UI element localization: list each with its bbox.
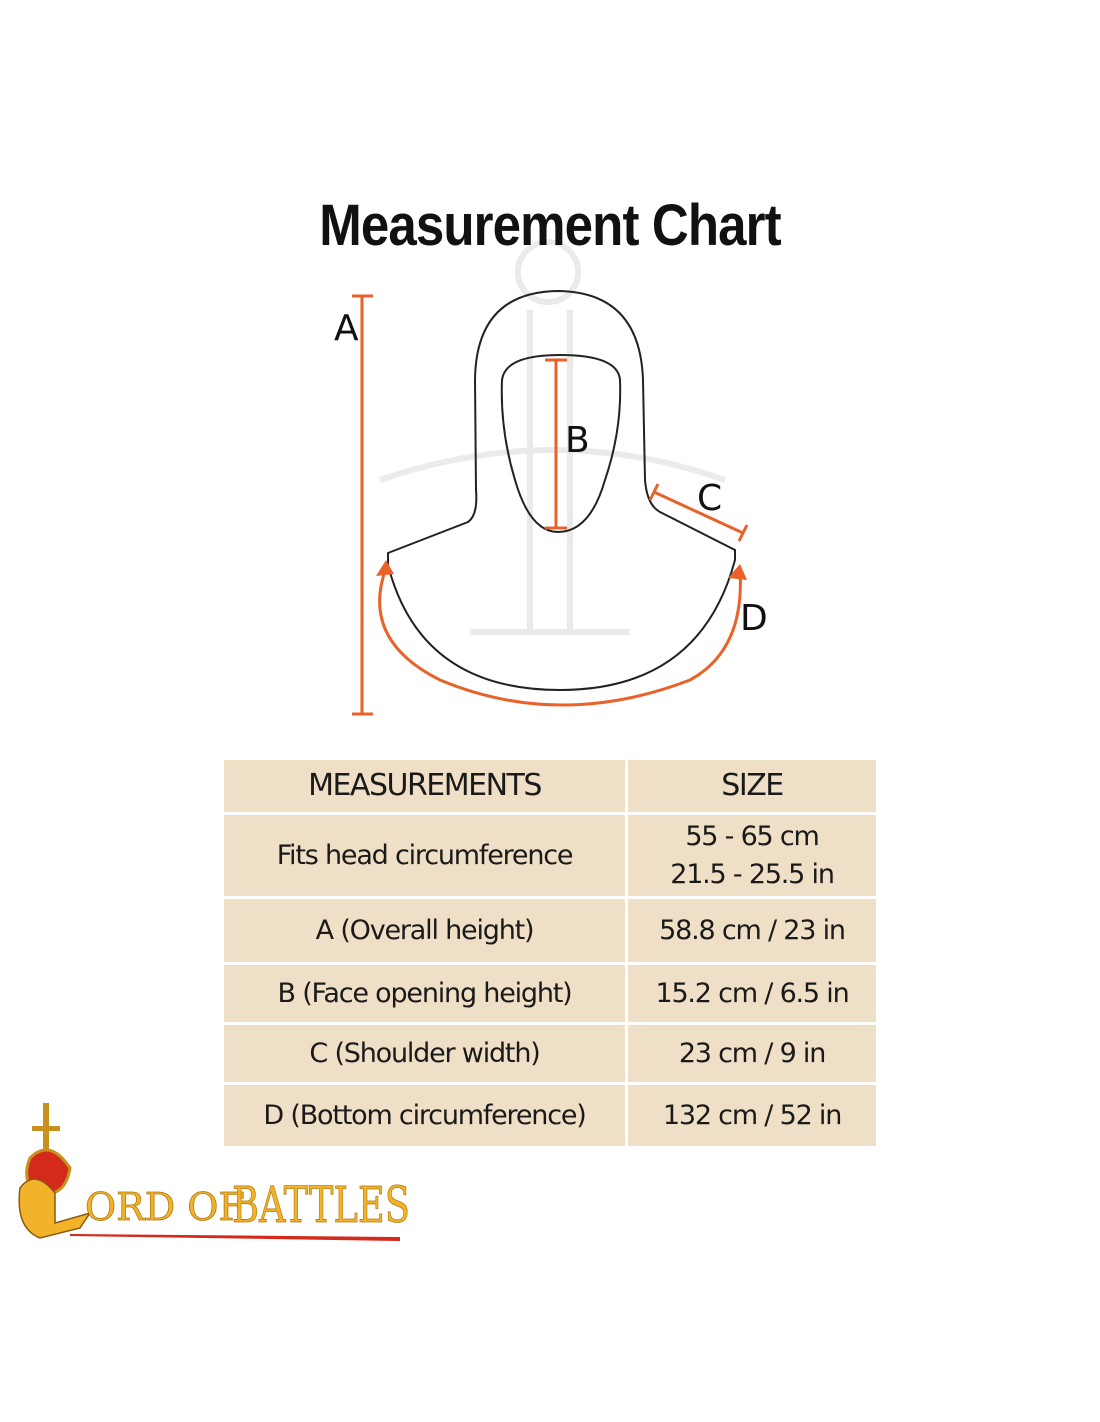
size-in: 21.5 - 25.5 in xyxy=(670,858,835,890)
row-size: 132 cm / 52 in xyxy=(628,1085,876,1146)
measure-b-line xyxy=(545,358,567,530)
row-label: A (Overall height) xyxy=(224,899,625,962)
row-label: B (Face opening height) xyxy=(224,965,625,1022)
hood-outline xyxy=(387,289,736,692)
label-b: B xyxy=(565,420,590,461)
table-row: C (Shoulder width) 23 cm / 9 in xyxy=(224,1025,876,1082)
measure-c-line xyxy=(648,483,749,542)
row-label: C (Shoulder width) xyxy=(224,1025,625,1082)
measure-a-line xyxy=(352,294,373,716)
measure-d-arc xyxy=(376,560,747,707)
hood-diagram: A B C D xyxy=(334,239,768,716)
measurement-table: MEASUREMENTS SIZE Fits head circumferenc… xyxy=(224,760,876,1149)
size-cm: 55 - 65 cm xyxy=(685,820,820,852)
watermark xyxy=(379,239,726,635)
table-row: D (Bottom circumference) 132 cm / 52 in xyxy=(224,1085,876,1146)
logo-text: ORD OF xyxy=(85,1185,245,1229)
label-a: A xyxy=(334,308,359,349)
table-header: MEASUREMENTS SIZE xyxy=(224,760,876,812)
label-d: D xyxy=(740,598,768,639)
header-measurements: MEASUREMENTS xyxy=(224,760,625,812)
table-row: Fits head circumference 55 - 65 cm 21.5 … xyxy=(224,815,876,896)
row-size: 15.2 cm / 6.5 in xyxy=(628,965,876,1022)
row-label: D (Bottom circumference) xyxy=(224,1085,625,1146)
lord-of-battles-logo: ORD OF BATTLES xyxy=(18,1103,410,1241)
table-row: B (Face opening height) 15.2 cm / 6.5 in xyxy=(224,965,876,1022)
row-size: 55 - 65 cm 21.5 - 25.5 in xyxy=(628,815,876,896)
header-size: SIZE xyxy=(628,760,876,812)
logo-text-battles: BATTLES xyxy=(232,1176,410,1234)
row-label: Fits head circumference xyxy=(224,815,625,896)
page-title: Measurement Chart xyxy=(319,193,781,258)
row-size: 23 cm / 9 in xyxy=(628,1025,876,1082)
table-row: A (Overall height) 58.8 cm / 23 in xyxy=(224,899,876,962)
label-c: C xyxy=(697,478,722,519)
row-size: 58.8 cm / 23 in xyxy=(628,899,876,962)
logo-underline xyxy=(70,1234,400,1241)
sword-emblem-icon xyxy=(18,1103,92,1239)
face-opening-outline xyxy=(500,353,622,534)
